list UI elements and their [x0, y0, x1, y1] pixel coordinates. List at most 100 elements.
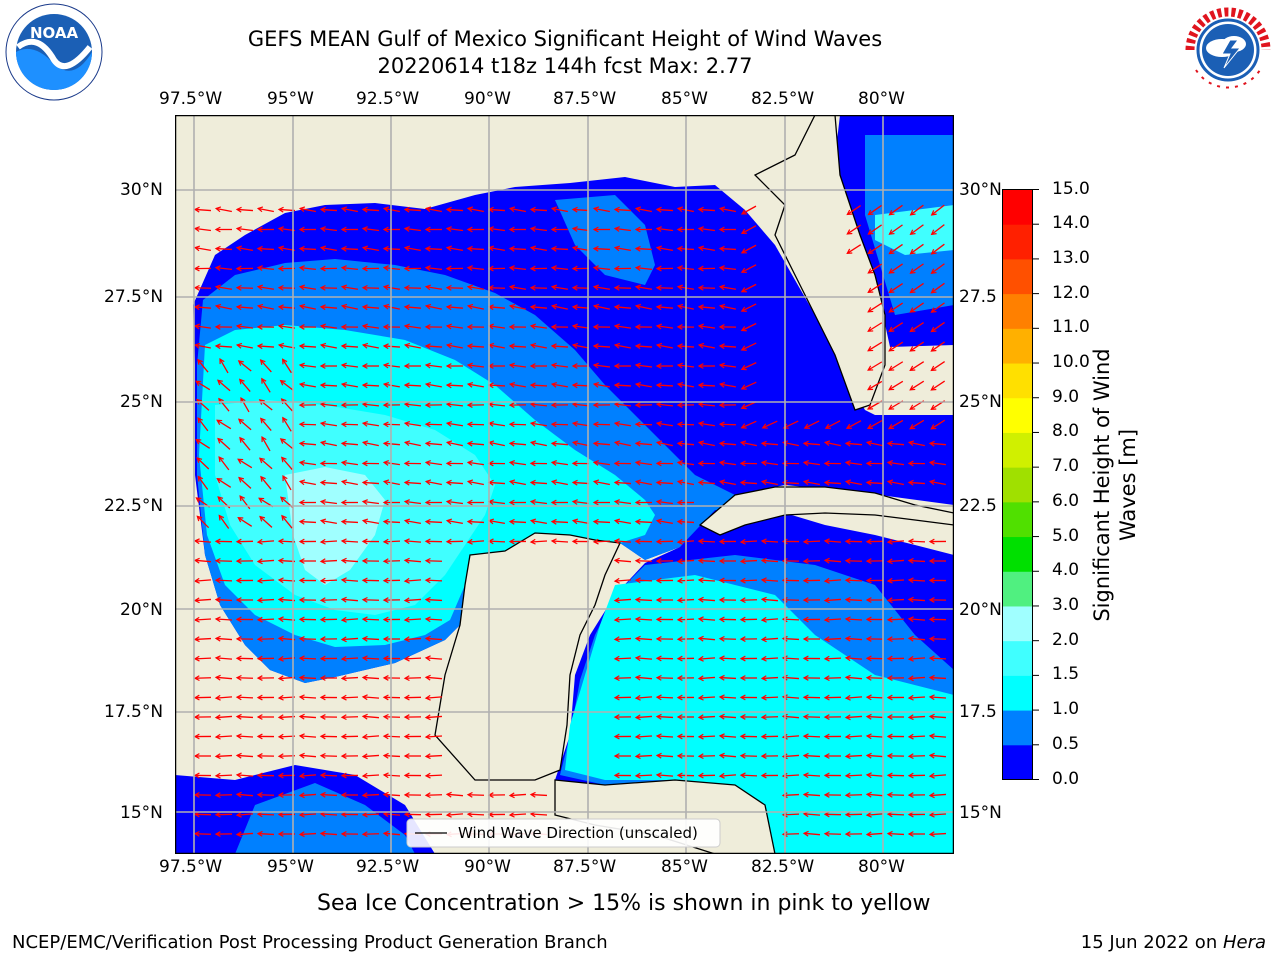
wind-arrow-head [237, 458, 244, 464]
wind-arrow [866, 696, 884, 699]
wind-arrow [215, 657, 233, 660]
wind-arrow-head [802, 440, 809, 447]
wind-arrow-head [888, 209, 895, 216]
wind-arrow-head [634, 616, 641, 623]
wind-arrow [531, 246, 547, 252]
wind-arrow [656, 287, 674, 289]
wind-arrow-head [886, 772, 893, 779]
wind-arrow-head [319, 342, 327, 349]
wind-arrow [425, 345, 443, 348]
wind-arrow-head [740, 267, 747, 273]
footer-right: 15 Jun 2022 on Hera [1081, 932, 1266, 953]
wind-arrow-head [382, 460, 389, 466]
wind-arrow [741, 420, 757, 429]
wind-arrow-head [445, 304, 452, 311]
wind-arrow [593, 364, 611, 368]
wind-arrow-head [613, 636, 620, 643]
wind-arrow-head [781, 577, 788, 584]
wind-arrow [215, 286, 233, 290]
wind-arrow-head [739, 616, 746, 623]
wind-arrow-head [214, 538, 221, 545]
wind-arrow [845, 735, 863, 738]
wind-arrow-head [340, 655, 347, 662]
wind-arrow [425, 267, 443, 270]
wind-arrow-head [739, 675, 746, 681]
wind-arrow-head [218, 456, 224, 463]
wind-arrow [614, 287, 632, 289]
wind-arrow [362, 637, 380, 641]
wind-arrow [931, 263, 945, 274]
wind-arrow [635, 560, 653, 562]
wind-arrow [488, 287, 506, 289]
wind-arrow-head [550, 538, 557, 545]
wind-arrow [425, 598, 443, 602]
colorbar-tick-label-14: 12.0 [1052, 282, 1090, 303]
colorbar-segment-10 [1002, 397, 1033, 433]
wind-arrow [824, 540, 842, 543]
wind-arrow [362, 306, 380, 309]
wind-arrow [761, 579, 779, 582]
wind-arrow-head [676, 206, 684, 213]
wind-arrow-head [655, 538, 662, 545]
wind-arrow-head [634, 460, 641, 466]
wind-arrow [404, 559, 422, 563]
wind-arrow [196, 515, 210, 529]
wind-arrow [510, 207, 526, 213]
wind-arrow-head [361, 479, 368, 486]
wind-arrow-head [403, 226, 410, 232]
wind-arrow [404, 325, 422, 329]
wind-arrow-head [760, 596, 767, 603]
wind-arrow [635, 676, 653, 680]
wind-arrow-head [403, 363, 410, 369]
wind-arrow-head [340, 460, 347, 466]
wind-arrow-head [760, 636, 767, 643]
wind-arrow [657, 441, 673, 447]
wind-arrow-head [340, 753, 347, 759]
wind-arrow [846, 480, 862, 486]
wind-arrow [383, 364, 401, 368]
wind-arrow [698, 637, 716, 641]
lat-label-left-5: 17.5°N [104, 702, 164, 722]
wind-arrow [614, 540, 632, 543]
wind-arrow-head [718, 772, 725, 779]
wind-arrow-head [844, 577, 851, 584]
wind-arrow [887, 832, 905, 836]
wind-arrow [363, 246, 379, 252]
colorbar-tick-label-7: 5.0 [1052, 525, 1080, 546]
wind-arrow-head [298, 362, 305, 369]
wind-arrow-head [697, 714, 704, 721]
wind-arrow [720, 383, 736, 388]
wind-arrow [404, 540, 422, 543]
wind-arrow-head [760, 440, 767, 447]
wind-arrow-head [529, 421, 537, 427]
wind-arrow-head [424, 460, 431, 466]
wind-arrow [929, 461, 947, 466]
wind-arrow-head [844, 616, 851, 623]
wind-arrow [866, 481, 884, 485]
wind-arrow-head [739, 538, 746, 545]
wind-arrow-head [298, 265, 305, 271]
wind-arrow-head [802, 597, 809, 603]
wind-arrow-head [237, 418, 244, 425]
wind-arrow [636, 383, 652, 388]
wind-arrow-head [382, 381, 390, 388]
wind-arrow-head [867, 209, 874, 216]
wind-arrow [636, 207, 652, 213]
wind-arrow-head [445, 284, 452, 291]
wind-arrow [656, 403, 674, 407]
wind-arrow-head [886, 714, 893, 720]
wind-arrow [741, 225, 757, 234]
wind-arrow-head [214, 303, 222, 310]
wind-arrow-head [319, 479, 326, 486]
wind-arrow-head [928, 655, 935, 662]
colorbar-segment-11 [1002, 363, 1033, 399]
wind-arrow [929, 774, 947, 777]
wind-arrow-head [277, 596, 284, 603]
wind-arrow-head [718, 635, 725, 642]
wind-arrow-head [634, 206, 642, 213]
wind-arrow [656, 325, 674, 329]
wind-arrow-head [739, 558, 746, 565]
wind-arrow-head [823, 675, 830, 682]
wind-arrow [761, 461, 779, 466]
wind-arrow [930, 419, 946, 430]
